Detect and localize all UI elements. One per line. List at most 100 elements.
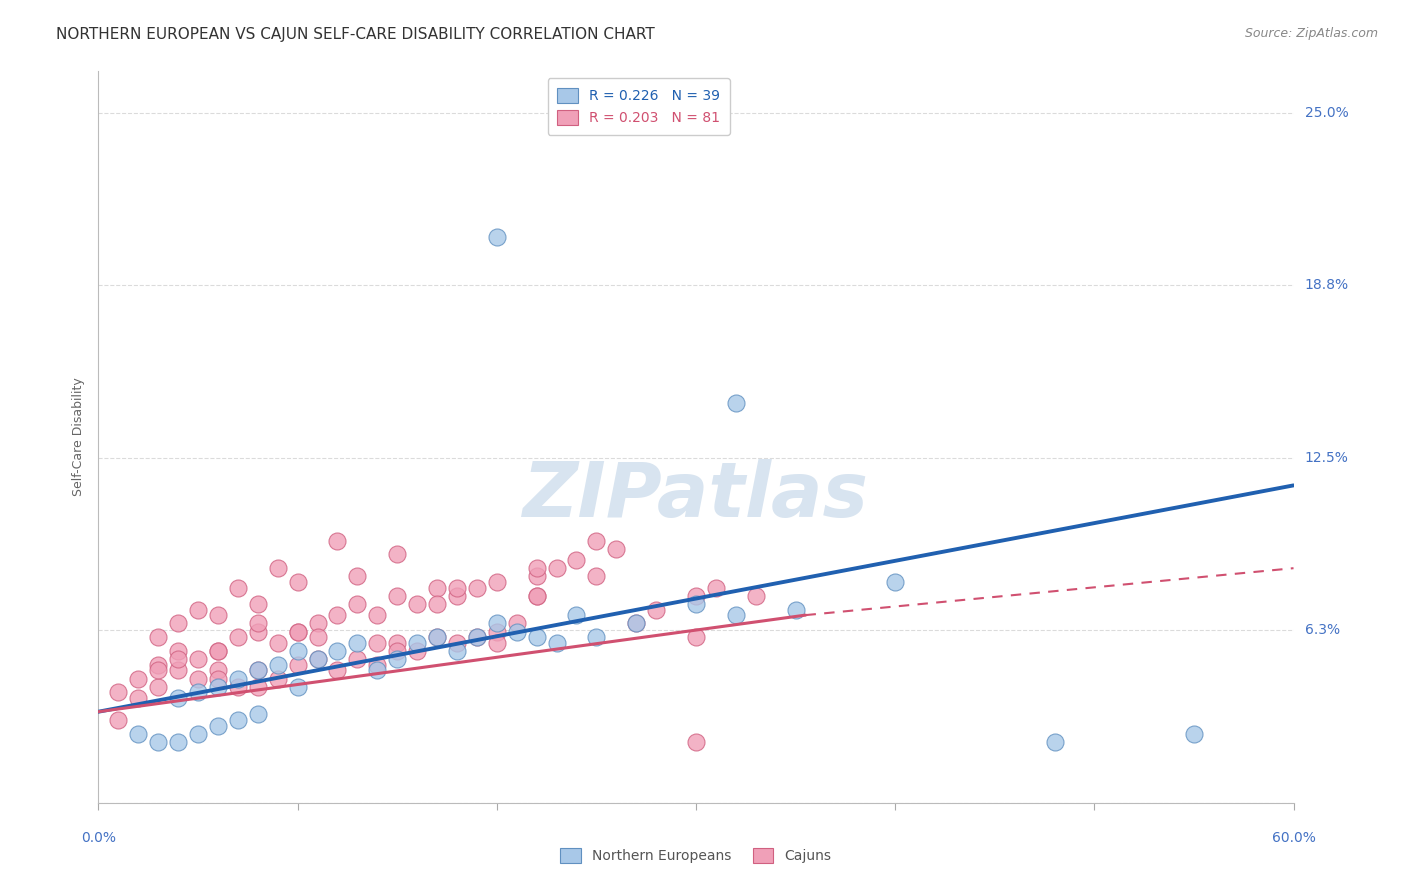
Point bbox=[605, 541, 627, 556]
Point bbox=[685, 735, 707, 749]
Point bbox=[187, 672, 209, 686]
Point bbox=[167, 644, 190, 658]
Point bbox=[187, 602, 209, 616]
Point bbox=[326, 663, 349, 677]
Point bbox=[526, 630, 548, 644]
Point bbox=[346, 569, 368, 583]
Point bbox=[207, 663, 229, 677]
Point bbox=[187, 652, 209, 666]
Point bbox=[526, 589, 548, 603]
Point bbox=[385, 644, 409, 658]
Point bbox=[465, 581, 488, 595]
Point bbox=[704, 581, 727, 595]
Point bbox=[246, 616, 269, 631]
Point bbox=[506, 624, 529, 639]
Point bbox=[326, 608, 349, 623]
Point bbox=[526, 561, 548, 575]
Point bbox=[546, 636, 568, 650]
Point bbox=[167, 663, 190, 677]
Point bbox=[526, 589, 548, 603]
Point bbox=[485, 636, 508, 650]
Point bbox=[385, 589, 409, 603]
Point bbox=[307, 630, 329, 644]
Text: 25.0%: 25.0% bbox=[1305, 106, 1348, 120]
Point bbox=[724, 608, 747, 623]
Point bbox=[127, 690, 149, 705]
Point bbox=[287, 624, 309, 639]
Point bbox=[207, 718, 229, 732]
Point bbox=[385, 652, 409, 666]
Point bbox=[287, 680, 309, 694]
Text: Source: ZipAtlas.com: Source: ZipAtlas.com bbox=[1244, 27, 1378, 40]
Point bbox=[326, 533, 349, 548]
Point bbox=[167, 616, 190, 631]
Point bbox=[267, 657, 290, 672]
Point bbox=[565, 608, 588, 623]
Point bbox=[326, 644, 349, 658]
Text: 0.0%: 0.0% bbox=[82, 830, 115, 845]
Point bbox=[187, 685, 209, 699]
Point bbox=[685, 630, 707, 644]
Point bbox=[226, 672, 249, 686]
Point bbox=[207, 672, 229, 686]
Point bbox=[446, 589, 468, 603]
Point bbox=[645, 602, 668, 616]
Point bbox=[287, 574, 309, 589]
Point bbox=[366, 657, 388, 672]
Point bbox=[148, 663, 170, 677]
Point bbox=[107, 685, 129, 699]
Point bbox=[446, 581, 468, 595]
Point bbox=[785, 602, 807, 616]
Point bbox=[685, 597, 707, 611]
Point bbox=[585, 630, 607, 644]
Point bbox=[246, 680, 269, 694]
Point bbox=[526, 569, 548, 583]
Point bbox=[207, 608, 229, 623]
Point bbox=[446, 636, 468, 650]
Point bbox=[685, 589, 707, 603]
Point bbox=[107, 713, 129, 727]
Point bbox=[346, 597, 368, 611]
Legend: Northern Europeans, Cajuns: Northern Europeans, Cajuns bbox=[555, 843, 837, 869]
Point bbox=[267, 636, 290, 650]
Point bbox=[884, 574, 907, 589]
Point bbox=[446, 644, 468, 658]
Point bbox=[267, 672, 290, 686]
Point bbox=[426, 581, 449, 595]
Point bbox=[307, 652, 329, 666]
Text: 60.0%: 60.0% bbox=[1271, 830, 1316, 845]
Point bbox=[406, 636, 429, 650]
Y-axis label: Self-Care Disability: Self-Care Disability bbox=[72, 377, 86, 497]
Point bbox=[246, 663, 269, 677]
Point bbox=[426, 630, 449, 644]
Point bbox=[624, 616, 647, 631]
Point bbox=[485, 616, 508, 631]
Point bbox=[406, 597, 429, 611]
Point bbox=[226, 630, 249, 644]
Point bbox=[207, 644, 229, 658]
Point bbox=[167, 690, 190, 705]
Point bbox=[1043, 735, 1066, 749]
Text: 6.3%: 6.3% bbox=[1305, 624, 1340, 637]
Point bbox=[246, 624, 269, 639]
Point bbox=[127, 727, 149, 741]
Point bbox=[546, 561, 568, 575]
Point bbox=[226, 581, 249, 595]
Point bbox=[127, 672, 149, 686]
Point bbox=[485, 624, 508, 639]
Point bbox=[406, 644, 429, 658]
Text: ZIPatlas: ZIPatlas bbox=[523, 458, 869, 533]
Point bbox=[207, 644, 229, 658]
Point bbox=[287, 657, 309, 672]
Point bbox=[246, 597, 269, 611]
Text: NORTHERN EUROPEAN VS CAJUN SELF-CARE DISABILITY CORRELATION CHART: NORTHERN EUROPEAN VS CAJUN SELF-CARE DIS… bbox=[56, 27, 655, 42]
Point bbox=[267, 561, 290, 575]
Point bbox=[506, 616, 529, 631]
Point bbox=[226, 713, 249, 727]
Point bbox=[426, 597, 449, 611]
Point bbox=[745, 589, 768, 603]
Point bbox=[366, 636, 388, 650]
Point bbox=[465, 630, 488, 644]
Point bbox=[148, 735, 170, 749]
Point bbox=[167, 735, 190, 749]
